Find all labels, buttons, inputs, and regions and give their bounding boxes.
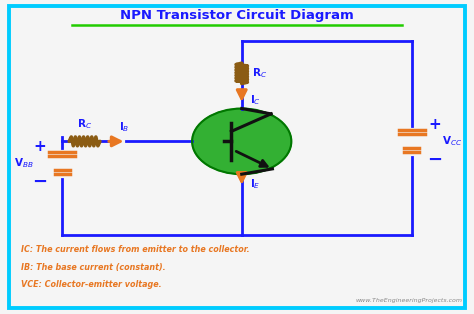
Text: NPN Transistor Circuit Diagram: NPN Transistor Circuit Diagram [120,9,354,22]
Text: VCE: Collector-emitter voltage.: VCE: Collector-emitter voltage. [20,280,161,289]
Text: −: − [32,173,47,191]
Text: V$_{BB}$: V$_{BB}$ [14,156,33,170]
Text: −: − [427,151,442,169]
Text: www.TheEngineeringProjects.com: www.TheEngineeringProjects.com [356,298,463,303]
Text: +: + [33,138,46,154]
Text: IC: The current flows from emitter to the collector.: IC: The current flows from emitter to th… [20,245,249,254]
Text: I$_C$: I$_C$ [250,93,261,107]
Text: R$_C$: R$_C$ [77,117,92,131]
Text: I$_B$: I$_B$ [119,121,129,134]
Text: +: + [428,117,441,132]
Text: V$_{CC}$: V$_{CC}$ [442,134,462,148]
Circle shape [192,109,292,174]
Text: I$_E$: I$_E$ [250,178,261,192]
Text: R$_C$: R$_C$ [252,67,267,80]
Text: IB: The base current (constant).: IB: The base current (constant). [20,263,165,272]
